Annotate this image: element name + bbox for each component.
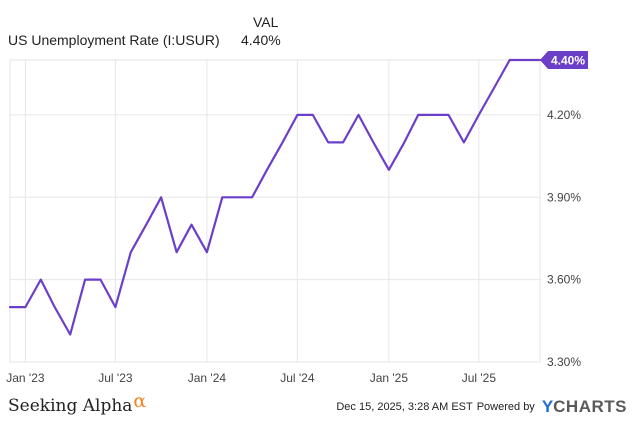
alpha-icon: α xyxy=(133,390,147,412)
x-tick-label: Jul '23 xyxy=(98,371,133,385)
y-tick-label: 3.60% xyxy=(547,273,581,287)
timestamp: Dec 15, 2025, 3:28 AM EST xyxy=(336,401,473,413)
x-tick-label: Jul '25 xyxy=(462,371,497,385)
legend-column-header: VAL xyxy=(253,14,279,30)
last-value-marker xyxy=(540,51,588,69)
x-tick-label: Jan '23 xyxy=(6,371,45,385)
ycharts-logo-text: CHARTS xyxy=(553,397,627,416)
x-tick-label: Jul '24 xyxy=(280,371,315,385)
footer-attribution: Dec 15, 2025, 3:28 AM EST Powered by Y CH… xyxy=(336,397,627,417)
legend-series-name: US Unemployment Rate (I:USUR) xyxy=(8,32,220,48)
x-tick-label: Jan '24 xyxy=(188,371,227,385)
legend: VAL US Unemployment Rate (I:USUR) 4.40% xyxy=(8,12,288,48)
plot-frame xyxy=(9,59,541,363)
footer: Seeking Alphaα Dec 15, 2025, 3:28 AM EST… xyxy=(0,390,635,424)
legend-series-value: 4.40% xyxy=(241,32,281,48)
seeking-alpha-logo: Seeking Alphaα xyxy=(8,390,146,416)
powered-by-text: Powered by xyxy=(476,401,535,413)
x-tick-label: Jan '25 xyxy=(370,371,409,385)
y-tick-label: 3.90% xyxy=(547,190,581,204)
seeking-alpha-logo-text: Seeking Alpha xyxy=(8,396,133,416)
y-tick-label: 3.30% xyxy=(547,355,581,369)
series-line xyxy=(8,58,542,336)
last-value-label: 4.40% xyxy=(551,54,585,68)
y-tick-label: 4.20% xyxy=(547,108,581,122)
ycharts-logo-y: Y xyxy=(541,397,554,416)
